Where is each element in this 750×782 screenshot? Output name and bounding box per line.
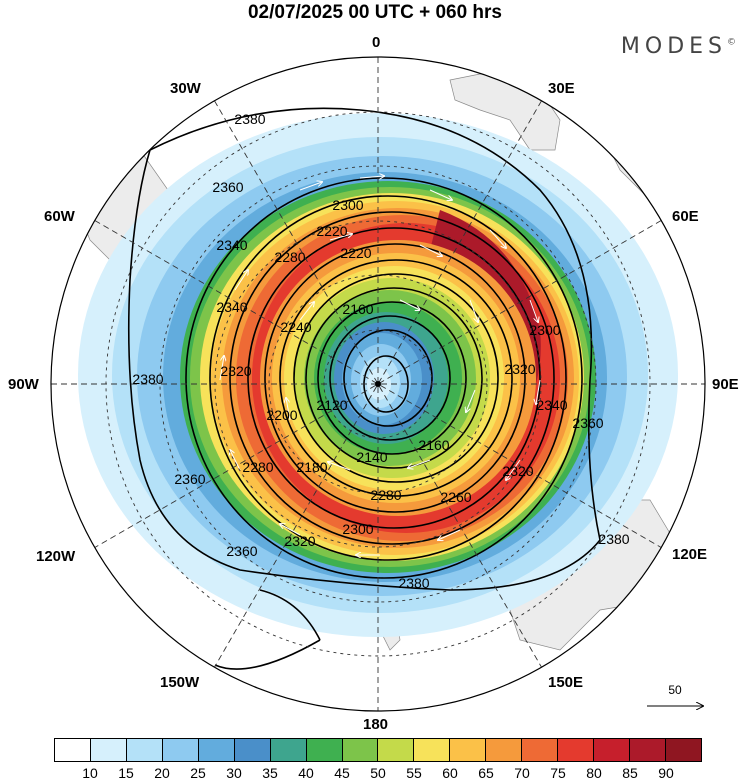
- colorbar-tick-label: 10: [82, 765, 98, 781]
- contour-label: 2280: [370, 487, 401, 503]
- contour-label-group: 2380 2360 2340 2340 2300 2280 2240 2220 …: [132, 111, 629, 591]
- map-title: 02/07/2025 00 UTC + 060 hrs: [247, 2, 503, 23]
- contour-label: 2340: [216, 299, 247, 315]
- colorbar-tick-label: 15: [118, 765, 134, 781]
- contour-label: 2320: [502, 463, 533, 479]
- contour-label: 2280: [274, 249, 305, 265]
- colorbar: [54, 738, 702, 762]
- map-boundary: [50, 56, 706, 712]
- colorbar-tick-label: 60: [442, 765, 458, 781]
- longitude-label-30w: 30W: [170, 80, 201, 97]
- geopotential-contours: [127, 107, 601, 670]
- colorbar-swatch: [630, 739, 666, 761]
- longitude-label-150e: 150E: [548, 674, 584, 691]
- colorbar-swatch: [558, 739, 595, 761]
- colorbar-swatch: [126, 739, 163, 761]
- colorbar-swatch: [594, 739, 630, 761]
- longitude-label-180: 180: [363, 716, 389, 733]
- contour-label: 2340: [536, 397, 567, 413]
- colorbar-swatch: [522, 739, 559, 761]
- colorbar-swatch: [198, 739, 235, 761]
- contour-label: 2380: [598, 531, 629, 547]
- contour-label: 2380: [132, 371, 163, 387]
- contour-label: 2220: [316, 223, 347, 239]
- contour-label: 2200: [266, 407, 297, 423]
- contour-label: 2260: [440, 489, 471, 505]
- colorbar-swatch: [55, 739, 91, 761]
- contour-label: 2300: [342, 521, 373, 537]
- contour-label: 2360: [174, 471, 205, 487]
- graticule: [51, 57, 705, 711]
- colorbar-tick-label: 40: [298, 765, 314, 781]
- colorbar-tick-label: 65: [478, 765, 494, 781]
- colorbar-swatch: [450, 739, 487, 761]
- colorbar-swatch: [342, 739, 379, 761]
- colorbar-swatch: [486, 739, 523, 761]
- contour-label: 2360: [226, 543, 257, 559]
- contour-label: 2160: [418, 437, 449, 453]
- wind-speed-field: [51, 57, 705, 711]
- colorbar-tick-label: 70: [514, 765, 530, 781]
- colorbar-swatch: [665, 739, 701, 761]
- pole-marker: [375, 381, 381, 387]
- contour-label: 2300: [529, 322, 560, 338]
- colorbar-tick-label: 45: [334, 765, 350, 781]
- colorbar-tick-label: 85: [622, 765, 638, 781]
- contour-label: 2320: [220, 363, 251, 379]
- colorbar-tick-label: 90: [658, 765, 674, 781]
- contour-label: 2140: [356, 449, 387, 465]
- colorbar-tick-label: 55: [406, 765, 422, 781]
- contour-label: 2360: [572, 415, 603, 431]
- contour-label: 2320: [504, 361, 535, 377]
- contour-label: 2360: [212, 179, 243, 195]
- longitude-label-60w: 60W: [44, 208, 75, 225]
- colorbar-swatch: [162, 739, 199, 761]
- colorbar-ticks: 10 15 20 25 30 35 40 45 50 55 60 65 70 75 80 85 90: [54, 765, 702, 781]
- contour-label: 2380: [398, 575, 429, 591]
- contour-label: 2120: [316, 397, 347, 413]
- colorbar-swatch: [378, 739, 415, 761]
- longitude-label-90w: 90W: [8, 376, 39, 393]
- colorbar-swatch: [306, 739, 343, 761]
- contour-label: 2220: [340, 245, 371, 261]
- longitude-label-150w: 150W: [160, 674, 200, 691]
- colorbar-tick-label: 35: [262, 765, 278, 781]
- reference-vector-arrow: [647, 700, 707, 712]
- colorbar-tick-label: 25: [190, 765, 206, 781]
- longitude-label-120w: 120W: [36, 548, 76, 565]
- contour-label: 2240: [280, 319, 311, 335]
- longitude-label-30e: 30E: [548, 80, 575, 97]
- longitude-label-60e: 60E: [672, 208, 699, 225]
- contour-label: 2300: [332, 197, 363, 213]
- longitude-label-120e: 120E: [672, 546, 708, 563]
- speed-bands: [78, 113, 678, 637]
- colorbar-tick-label: 20: [154, 765, 170, 781]
- contour-label: 2280: [242, 459, 273, 475]
- wind-vectors: [219, 176, 541, 555]
- reference-vector-label: 50: [668, 683, 682, 697]
- contour-label: 2340: [216, 237, 247, 253]
- colorbar-swatch: [270, 739, 307, 761]
- contour-label: 2380: [234, 111, 265, 127]
- colorbar-tick-label: 50: [370, 765, 386, 781]
- contour-label: 2180: [296, 459, 327, 475]
- colorbar-tick-label: 80: [586, 765, 602, 781]
- contour-label: 2320: [284, 533, 315, 549]
- longitude-label-0: 0: [372, 34, 381, 51]
- colorbar-swatch: [234, 739, 271, 761]
- modes-logo: MODES©: [620, 34, 736, 59]
- colorbar-tick-label: 75: [550, 765, 566, 781]
- colorbar-swatch: [414, 739, 451, 761]
- colorbar-tick-label: 30: [226, 765, 242, 781]
- colorbar-swatch: [90, 739, 127, 761]
- contour-label: 2160: [342, 301, 373, 317]
- longitude-label-90e: 90E: [712, 376, 739, 393]
